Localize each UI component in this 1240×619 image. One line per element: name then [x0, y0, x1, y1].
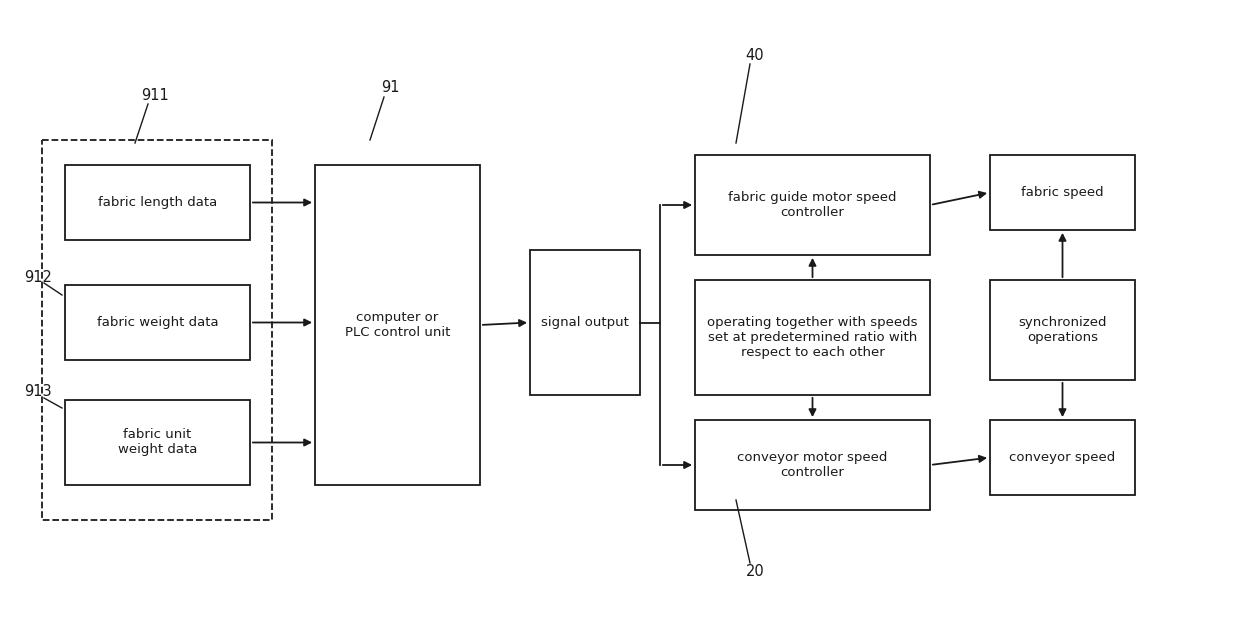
Text: 911: 911	[141, 87, 169, 103]
Text: 91: 91	[381, 80, 399, 95]
Bar	[64, 400, 250, 485]
Bar	[694, 420, 930, 510]
Text: conveyor motor speed
controller: conveyor motor speed controller	[738, 451, 888, 479]
Bar	[694, 280, 930, 395]
Bar	[990, 280, 1135, 380]
Text: synchronized
operations: synchronized operations	[1018, 316, 1107, 344]
Bar	[694, 155, 930, 255]
Text: computer or
PLC control unit: computer or PLC control unit	[345, 311, 450, 339]
Text: fabric weight data: fabric weight data	[97, 316, 218, 329]
Bar	[42, 140, 272, 520]
Bar	[315, 165, 480, 485]
Bar	[990, 420, 1135, 495]
Text: 20: 20	[745, 565, 764, 579]
Bar	[990, 155, 1135, 230]
Text: fabric length data: fabric length data	[98, 196, 217, 209]
Text: fabric speed: fabric speed	[1022, 186, 1104, 199]
Text: 913: 913	[25, 384, 52, 399]
Text: fabric guide motor speed
controller: fabric guide motor speed controller	[728, 191, 897, 219]
Bar	[64, 165, 250, 240]
Text: 912: 912	[24, 271, 52, 285]
Text: fabric unit
weight data: fabric unit weight data	[118, 428, 197, 456]
Text: operating together with speeds
set at predetermined ratio with
respect to each o: operating together with speeds set at pr…	[707, 316, 918, 359]
Bar	[64, 285, 250, 360]
Text: conveyor speed: conveyor speed	[1009, 451, 1116, 464]
Text: 40: 40	[745, 48, 764, 63]
Bar	[529, 250, 640, 395]
Text: signal output: signal output	[541, 316, 629, 329]
